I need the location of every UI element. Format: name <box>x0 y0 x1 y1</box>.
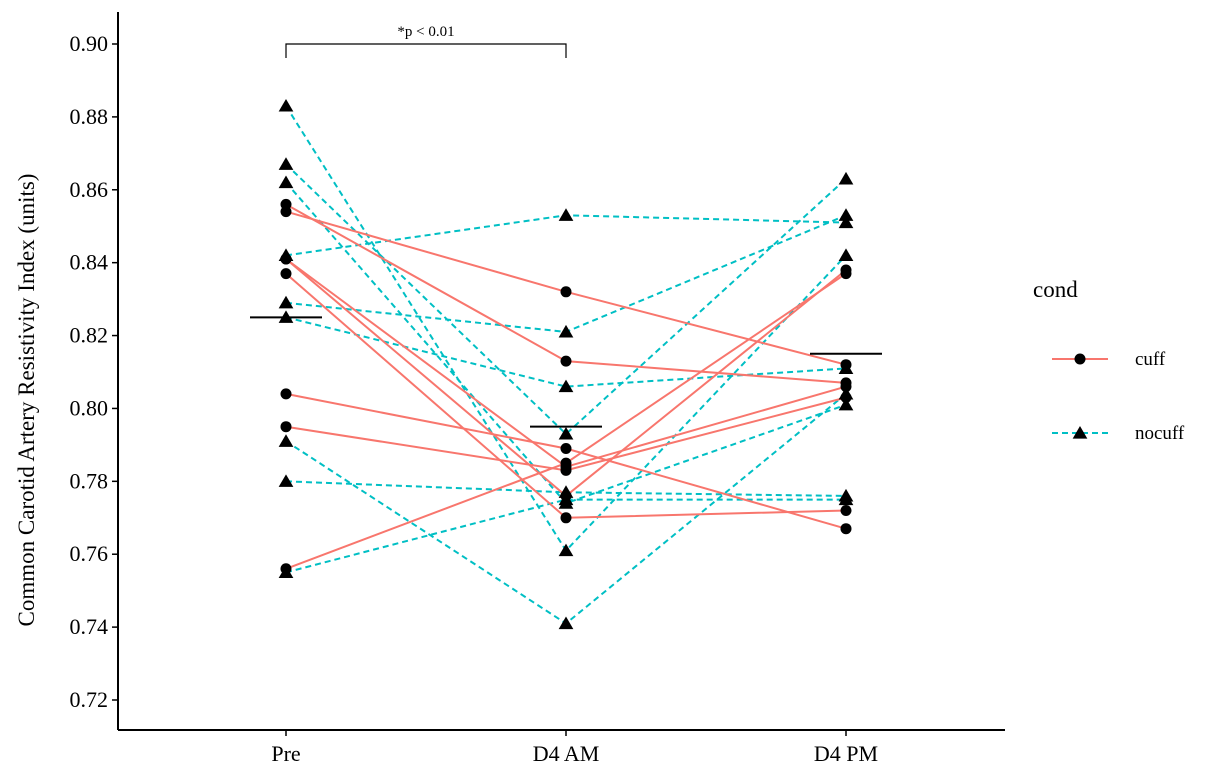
data-point-nocuff <box>838 248 854 261</box>
y-axis-title: Common Carotid Artery Resistivity Index … <box>14 174 39 627</box>
data-point-nocuff <box>278 474 294 487</box>
legend-label-cuff: cuff <box>1135 349 1166 370</box>
plot-area <box>250 98 882 630</box>
data-point-nocuff <box>838 386 854 400</box>
legend-title: cond <box>1033 277 1078 302</box>
data-point-nocuff <box>278 434 294 447</box>
y-tick-label: 0.82 <box>70 323 109 348</box>
y-tick-label: 0.88 <box>70 104 109 129</box>
data-point-cuff <box>840 381 852 393</box>
data-point-cuff <box>280 421 292 433</box>
data-point-nocuff <box>838 215 854 229</box>
data-point-cuff <box>560 457 572 469</box>
data-point-nocuff <box>558 379 574 393</box>
data-point-nocuff <box>278 175 294 189</box>
series-line-nocuff <box>285 214 847 333</box>
series-line-cuff <box>285 272 847 570</box>
series-line-cuff <box>285 272 847 519</box>
y-tick-label: 0.72 <box>70 687 109 712</box>
series-line-nocuff <box>285 316 847 388</box>
data-point-nocuff <box>558 492 574 506</box>
data-point-cuff <box>840 268 852 280</box>
data-point-nocuff <box>558 543 574 557</box>
data-point-cuff <box>840 505 852 516</box>
y-tick-label: 0.84 <box>70 250 109 275</box>
y-tick-label: 0.90 <box>70 31 109 56</box>
x-tick-label: Pre <box>271 741 300 766</box>
y-tick-label: 0.74 <box>70 614 109 639</box>
legend-key-marker-nocuff <box>1072 426 1088 439</box>
data-point-nocuff <box>838 492 854 506</box>
legend: cond cuff nocuff <box>1033 277 1185 444</box>
y-tick-label: 0.78 <box>70 468 109 493</box>
legend-key-marker-cuff <box>1074 353 1086 365</box>
data-point-nocuff <box>838 397 854 411</box>
data-point-cuff <box>280 206 292 218</box>
significance-bracket <box>285 43 567 58</box>
data-point-nocuff <box>838 208 854 221</box>
y-tick-label: 0.76 <box>70 541 109 566</box>
data-point-nocuff <box>278 98 294 112</box>
data-point-cuff <box>560 443 572 454</box>
data-point-cuff <box>280 388 292 400</box>
legend-label-nocuff: nocuff <box>1135 423 1185 444</box>
data-point-cuff <box>560 512 572 524</box>
x-tick-label: D4 PM <box>814 741 878 766</box>
series-line-nocuff <box>285 498 846 574</box>
axes: 0.72 0.74 0.76 0.78 0.80 0.82 0.84 0.86 0.88 0.90… <box>70 12 1005 766</box>
y-tick-label: 0.80 <box>70 395 109 420</box>
data-point-nocuff <box>558 324 574 338</box>
data-point-nocuff <box>558 426 574 440</box>
data-point-nocuff <box>278 157 294 170</box>
data-point-nocuff <box>838 361 854 374</box>
data-point-nocuff <box>558 208 574 221</box>
y-tick-label: 0.86 <box>70 177 109 202</box>
data-point-nocuff <box>278 248 294 261</box>
data-point-nocuff <box>558 616 574 630</box>
data-point-nocuff <box>838 171 854 185</box>
data-point-cuff <box>560 355 572 367</box>
data-point-nocuff <box>278 565 294 579</box>
x-tick-label: D4 AM <box>533 741 600 766</box>
data-point-cuff <box>840 523 852 535</box>
data-point-nocuff <box>278 295 294 309</box>
data-point-cuff <box>560 286 572 298</box>
data-point-cuff <box>280 268 292 280</box>
data-point-nocuff <box>558 485 574 498</box>
significance-label: *p < 0.01 <box>397 24 454 40</box>
series-line-nocuff <box>285 163 847 436</box>
